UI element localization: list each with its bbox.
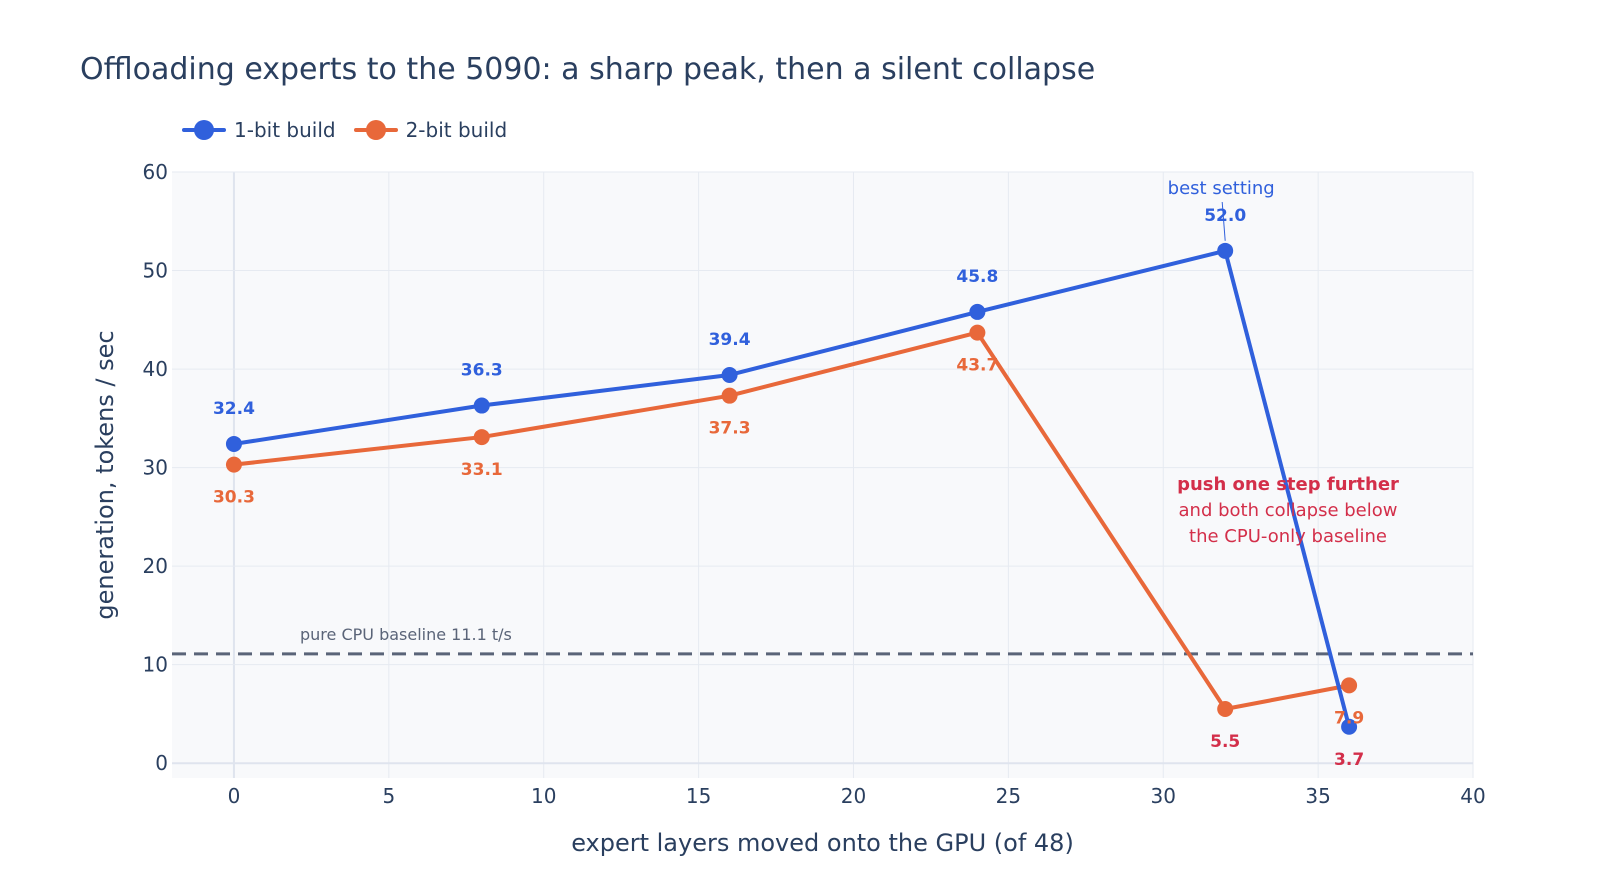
data-point-2bit [1217,701,1234,718]
legend-swatch-2bit [353,120,398,140]
x-tick-label: 30 [1151,784,1176,808]
legend-swatch-1bit [182,120,226,140]
best-setting-pointer [1221,201,1226,241]
data-point-2bit [969,324,986,341]
y-tick-label: 50 [143,259,168,283]
data-point-1bit [1341,718,1358,735]
series-line-1bit [233,248,1352,728]
data-label-1bit: 39.4 [709,330,751,350]
data-point-2bit [1341,677,1358,694]
x-tick-label: 25 [996,784,1021,808]
x-tick-label: 10 [531,784,556,808]
y-tick-label: 10 [143,653,168,677]
data-point-1bit [969,303,986,320]
data-label-1bit: 36.3 [461,361,503,381]
y-tick-label: 40 [143,357,168,381]
collapse-annotation-line1: and both collapse below [1179,500,1398,521]
data-point-2bit [721,387,738,404]
x-tick-label: 0 [228,784,241,808]
data-label-2bit: 43.7 [956,356,998,376]
data-point-1bit [1217,242,1234,259]
data-point-1bit [721,366,738,383]
data-label-1bit: 45.8 [956,267,998,287]
x-tick-label: 15 [686,784,711,808]
data-point-1bit [473,397,490,414]
cpu-baseline-label: pure CPU baseline 11.1 t/s [300,625,512,644]
data-label-1bit: 3.7 [1334,750,1364,770]
data-label-1bit: 32.4 [213,399,255,419]
x-tick-label: 20 [841,784,866,808]
data-label-2bit: 33.1 [461,460,503,480]
y-tick-label: 60 [143,160,168,184]
collapse-annotation-bold: push one step further [1177,474,1399,495]
legend-label-1bit: 1-bit build [234,118,336,142]
data-label-2bit: 30.3 [213,488,255,508]
chart-title: Offloading experts to the 5090: a sharp … [80,52,1096,87]
collapse-annotation-line2: the CPU-only baseline [1189,526,1387,547]
legend-item-1bit[interactable]: 1-bit build [182,118,336,142]
data-label-2bit: 7.9 [1334,708,1364,728]
x-axis-title: expert layers moved onto the GPU (of 48) [571,829,1074,857]
legend-label-2bit: 2-bit build [405,118,508,142]
data-point-1bit [225,435,242,452]
data-label-2bit: 37.3 [709,419,751,439]
x-tick-label: 40 [1460,784,1485,808]
data-label-1bit: 52.0 [1204,206,1246,226]
y-tick-label: 20 [143,554,168,578]
y-tick-label: 0 [155,751,168,775]
x-tick-label: 5 [382,784,395,808]
y-axis-title: generation, tokens / sec [91,330,119,619]
best-setting-annotation: best setting [1168,178,1275,199]
series-line-2bit [233,330,1350,712]
data-point-2bit [225,456,242,473]
y-tick-label: 30 [143,456,168,480]
legend-item-2bit[interactable]: 2-bit build [353,118,508,142]
chart-legend: 1-bit build 2-bit build [182,118,507,142]
data-point-2bit [473,429,490,446]
x-tick-label: 35 [1305,784,1330,808]
data-label-2bit: 5.5 [1210,732,1240,752]
